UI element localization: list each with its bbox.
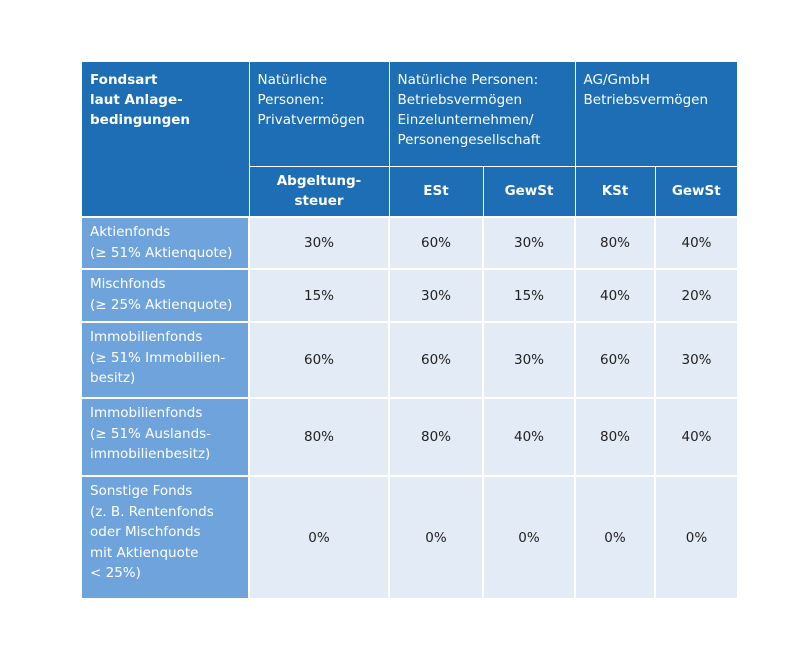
- value-cell: 80%: [248, 397, 389, 476]
- value-cell: 30%: [481, 321, 576, 398]
- value-cell: 20%: [654, 268, 738, 322]
- row-label: Sonstige Fonds (z. B. Rentenfonds oder M…: [82, 475, 249, 598]
- value-cell: 30%: [388, 268, 483, 322]
- value-cell: 15%: [481, 268, 576, 322]
- header-est: ESt: [388, 165, 483, 217]
- table-row: Sonstige Fonds (z. B. Rentenfonds oder M…: [82, 475, 738, 598]
- value-cell: 40%: [574, 268, 656, 322]
- value-cell: 30%: [481, 216, 576, 269]
- value-cell: 0%: [248, 475, 389, 598]
- fund-tax-table: Fondsart laut Anlage- bedingungen Natürl…: [82, 62, 738, 598]
- value-cell: 60%: [388, 321, 483, 398]
- value-cell: 0%: [654, 475, 738, 598]
- value-cell: 80%: [574, 397, 656, 476]
- header-privatvermoegen: Natürliche Personen: Privatvermögen: [248, 62, 389, 166]
- value-cell: 40%: [481, 397, 576, 476]
- value-cell: 30%: [654, 321, 738, 398]
- table-row: Immobilienfonds (≥ 51% Immobilien- besit…: [82, 321, 738, 398]
- header-fondsart: Fondsart laut Anlage- bedingungen: [82, 62, 249, 217]
- header-ag-gmbh: AG/GmbH Betriebsvermögen: [574, 62, 738, 166]
- row-label: Aktienfonds (≥ 51% Aktienquote): [82, 216, 249, 269]
- value-cell: 30%: [248, 216, 389, 269]
- value-cell: 80%: [574, 216, 656, 269]
- tax-table-container: Fondsart laut Anlage- bedingungen Natürl…: [82, 62, 738, 598]
- value-cell: 60%: [388, 216, 483, 269]
- row-label: Mischfonds (≥ 25% Aktienquote): [82, 268, 249, 322]
- header-row-groups: Fondsart laut Anlage- bedingungen Natürl…: [82, 62, 738, 217]
- value-cell: 0%: [388, 475, 483, 598]
- header-betriebsvermoegen: Natürliche Personen: Betriebsvermögen Ei…: [388, 62, 576, 166]
- row-label: Immobilienfonds (≥ 51% Immobilien- besit…: [82, 321, 249, 398]
- table-row: Aktienfonds (≥ 51% Aktienquote) 30% 60% …: [82, 216, 738, 269]
- value-cell: 40%: [654, 216, 738, 269]
- header-kst: KSt: [574, 165, 656, 217]
- value-cell: 0%: [574, 475, 656, 598]
- value-cell: 60%: [574, 321, 656, 398]
- header-gewst-2: GewSt: [654, 165, 738, 217]
- header-gewst-1: GewSt: [482, 165, 576, 217]
- value-cell: 60%: [248, 321, 389, 398]
- value-cell: 80%: [388, 397, 483, 476]
- value-cell: 0%: [481, 475, 576, 598]
- header-row-subcolumns: Abgeltung- steuer ESt GewSt KSt GewSt: [82, 165, 738, 217]
- row-label: Immobilienfonds (≥ 51% Auslands- immobil…: [82, 397, 249, 476]
- table-row: Immobilienfonds (≥ 51% Auslands- immobil…: [82, 397, 738, 476]
- value-cell: 40%: [654, 397, 738, 476]
- value-cell: 15%: [248, 268, 389, 322]
- table-row: Mischfonds (≥ 25% Aktienquote) 15% 30% 1…: [82, 268, 738, 322]
- header-abgeltungsteuer: Abgeltung- steuer: [248, 165, 389, 217]
